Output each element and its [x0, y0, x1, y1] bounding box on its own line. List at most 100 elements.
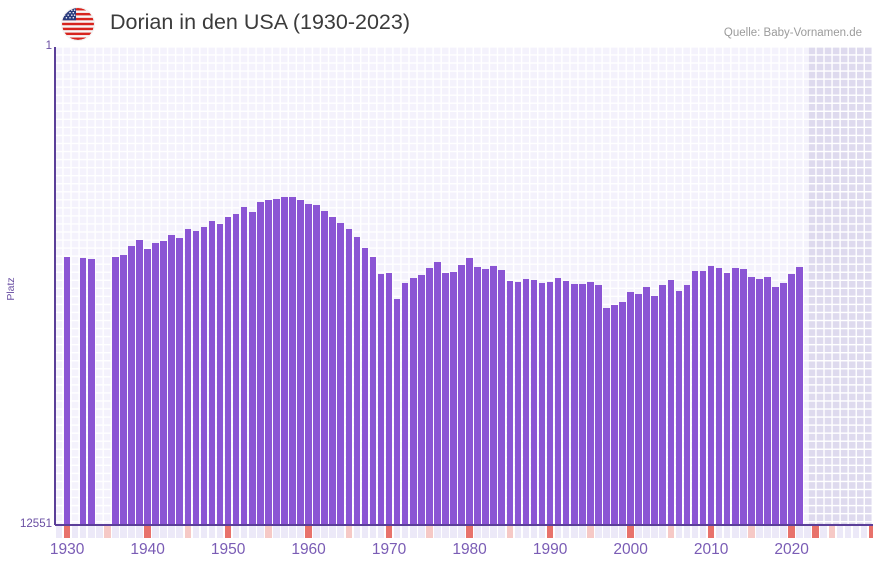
bar-2013[interactable]: [731, 267, 739, 525]
bar-1945[interactable]: [184, 229, 192, 525]
bar-1967[interactable]: [361, 248, 369, 525]
bar-1985[interactable]: [506, 281, 514, 525]
bar-2017[interactable]: [764, 277, 771, 525]
bar-1972[interactable]: [401, 283, 409, 525]
bar-1948[interactable]: [208, 220, 216, 525]
bar-1999[interactable]: [619, 302, 626, 525]
bar-2010[interactable]: [707, 266, 715, 525]
bar-2015[interactable]: [748, 277, 755, 525]
bar-1944[interactable]: [176, 237, 184, 525]
bar-1932[interactable]: [79, 258, 87, 525]
bar-1989[interactable]: [538, 283, 546, 525]
bar-1947[interactable]: [200, 226, 208, 525]
tick-minor: [256, 526, 264, 538]
bar-1981[interactable]: [474, 266, 481, 525]
bar-1998[interactable]: [611, 304, 618, 525]
bar-1954[interactable]: [256, 202, 264, 525]
bar-2012[interactable]: [723, 272, 731, 525]
bar-1968[interactable]: [369, 256, 377, 525]
bar-1986[interactable]: [514, 282, 522, 525]
bar-1936[interactable]: [112, 257, 119, 525]
bar-1991[interactable]: [554, 278, 562, 525]
bar-1988[interactable]: [530, 280, 538, 525]
bar-1937[interactable]: [120, 255, 127, 525]
bar-1942[interactable]: [160, 240, 167, 525]
x-tick-label-1930: 1930: [49, 541, 85, 558]
bar-2001[interactable]: [635, 294, 642, 525]
tick-minor: [192, 526, 200, 538]
bar-1940[interactable]: [144, 248, 151, 525]
tick-last-2023: [812, 526, 820, 538]
bar-2016[interactable]: [756, 279, 763, 525]
bar-1963[interactable]: [329, 216, 337, 525]
tick-decade-1960: [305, 526, 312, 538]
bar-1962[interactable]: [321, 210, 328, 525]
bar-1950[interactable]: [224, 216, 232, 525]
bar-1980[interactable]: [466, 258, 473, 525]
bar-1938[interactable]: [128, 246, 135, 525]
bar-2014[interactable]: [739, 269, 747, 525]
bar-1946[interactable]: [192, 231, 200, 525]
bar-1994[interactable]: [578, 283, 586, 525]
bar-1983[interactable]: [490, 266, 498, 525]
bar-1956[interactable]: [273, 198, 280, 525]
bar-1955[interactable]: [265, 199, 272, 525]
bar-1993[interactable]: [570, 283, 578, 525]
tick-minor: [329, 526, 337, 538]
bar-1969[interactable]: [377, 273, 385, 525]
bar-1974[interactable]: [417, 275, 425, 525]
bar-1959[interactable]: [297, 199, 304, 525]
bar-1943[interactable]: [168, 235, 176, 525]
bar-1987[interactable]: [522, 278, 530, 525]
bar-2009[interactable]: [699, 271, 707, 525]
bar-1997[interactable]: [603, 307, 610, 525]
bar-1992[interactable]: [562, 280, 570, 525]
bar-1958[interactable]: [289, 197, 296, 525]
bar-1960[interactable]: [305, 203, 312, 525]
bar-2021[interactable]: [796, 267, 803, 525]
bar-1941[interactable]: [152, 243, 159, 525]
bar-1933[interactable]: [87, 259, 95, 525]
tick-decade-2030: [868, 526, 873, 538]
bar-1964[interactable]: [337, 223, 345, 525]
tick-half-decade-2005: [667, 526, 675, 538]
bar-1951[interactable]: [232, 214, 240, 525]
bar-1957[interactable]: [281, 197, 288, 525]
bar-1973[interactable]: [409, 278, 417, 525]
bar-2020[interactable]: [788, 273, 795, 525]
bar-2008[interactable]: [691, 270, 699, 525]
bar-1939[interactable]: [136, 240, 143, 525]
bar-2006[interactable]: [675, 290, 683, 525]
bar-1978[interactable]: [450, 271, 457, 525]
bar-1982[interactable]: [482, 269, 489, 525]
bar-1953[interactable]: [248, 211, 256, 525]
bar-1995[interactable]: [587, 281, 594, 525]
bar-1966[interactable]: [353, 237, 361, 525]
bar-1970[interactable]: [385, 272, 393, 525]
bar-1971[interactable]: [393, 298, 401, 525]
bar-2019[interactable]: [780, 282, 787, 525]
x-axis-line: [55, 524, 873, 526]
x-tick-label-1990: 1990: [532, 541, 568, 558]
bar-2002[interactable]: [643, 287, 650, 525]
bar-1984[interactable]: [498, 270, 506, 525]
bar-1975[interactable]: [426, 267, 433, 525]
bar-1977[interactable]: [442, 272, 449, 525]
bar-1961[interactable]: [313, 205, 320, 525]
bar-1930[interactable]: [63, 256, 71, 525]
bar-1976[interactable]: [434, 262, 441, 525]
bar-1979[interactable]: [458, 265, 465, 525]
bar-1965[interactable]: [345, 228, 353, 525]
bar-2018[interactable]: [772, 287, 779, 525]
bar-1990[interactable]: [546, 281, 554, 525]
bar-2003[interactable]: [651, 296, 659, 525]
bar-2000[interactable]: [627, 291, 634, 525]
bar-2007[interactable]: [683, 284, 691, 525]
bar-1996[interactable]: [595, 285, 602, 525]
bar-2011[interactable]: [715, 268, 723, 525]
bar-1952[interactable]: [240, 207, 248, 525]
bar-2004[interactable]: [659, 285, 667, 525]
tick-half-decade-1935: [104, 526, 111, 538]
bar-2005[interactable]: [667, 280, 675, 525]
bar-1949[interactable]: [216, 224, 224, 525]
